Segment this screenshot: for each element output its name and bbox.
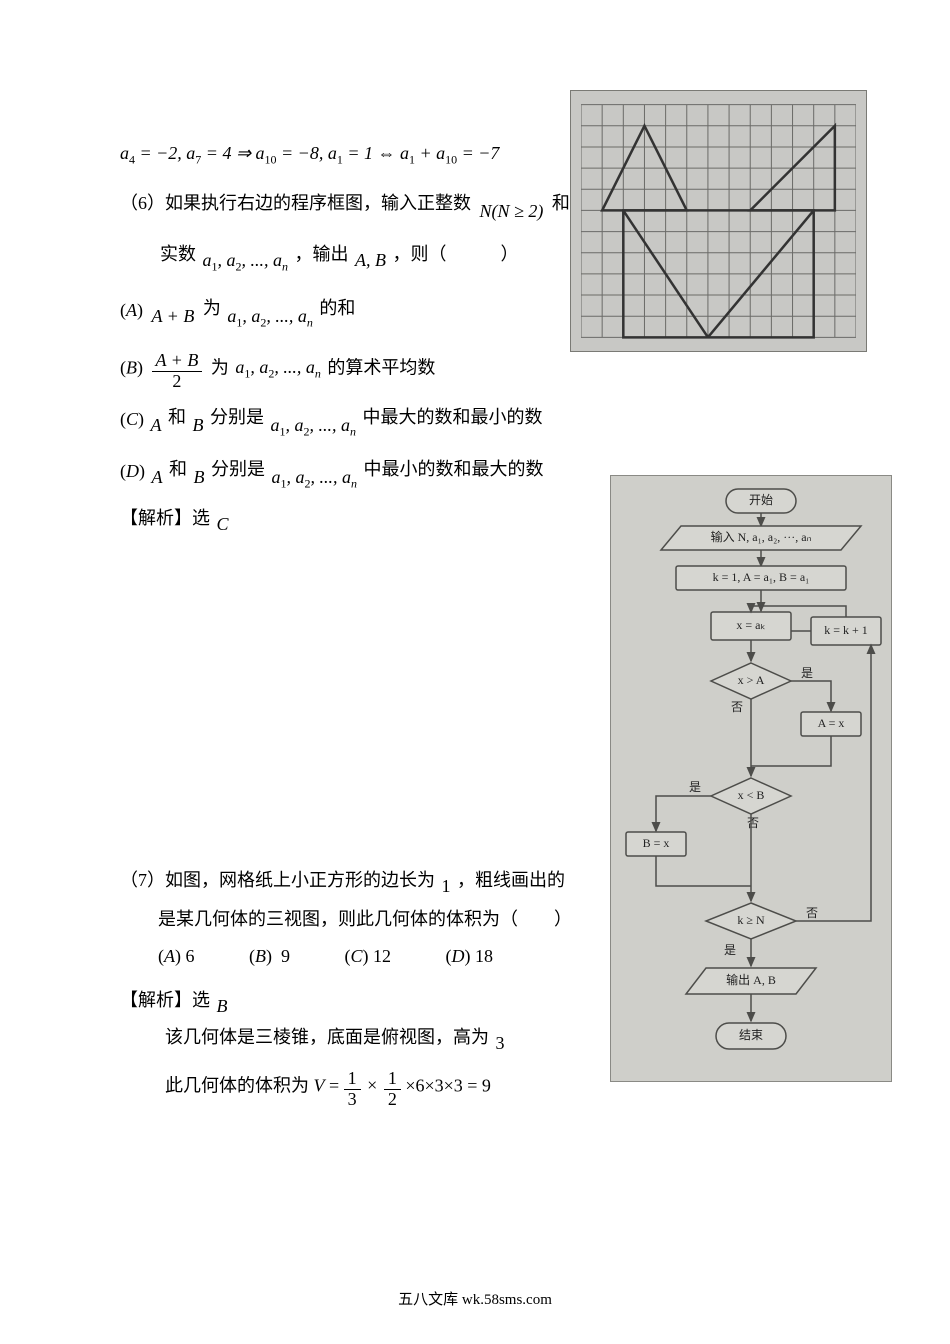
- q6-ans-letter: C: [215, 514, 229, 534]
- q6-prefix: （6）如果执行右边的程序框图，输入正整数: [120, 193, 471, 213]
- q7-times1: ×: [365, 1075, 379, 1095]
- flowchart-svg: 开始输入 N, a₁, a₂, ···, aₙ k = 1, A = a₁, B …: [611, 476, 891, 1081]
- optA-right: 的和: [319, 298, 355, 318]
- q6-answer: 【解析】选 C: [120, 504, 229, 530]
- q7-one: 1: [440, 876, 453, 896]
- q7-frac2-den: 2: [384, 1090, 401, 1110]
- svg-text:x < B: x < B: [738, 788, 765, 802]
- svg-text:k = 1, A = a₁, B = a₁: k = 1, A = a₁, B = a₁: [713, 570, 810, 584]
- optC-right: 中最大的数和最小的数: [363, 407, 543, 427]
- q6-option-a: (A) A + B 为 a1, a2, ..., an 的和: [120, 296, 355, 325]
- three-view-grid-figure: [570, 90, 867, 352]
- q7-stem-line1: （7）如图，网格纸上小正方形的边长为 1 ，粗线画出的: [120, 866, 565, 892]
- q6-line2d: ，则（ ）: [393, 244, 519, 264]
- svg-text:是: 是: [724, 943, 736, 957]
- svg-text:开始: 开始: [749, 493, 773, 507]
- q7-ans-letter: B: [215, 996, 228, 1016]
- q7-exp2a: 此几何体的体积为: [165, 1075, 309, 1095]
- eq-a-sequence: a4 = −2, a7 = 4 ⇒ a10 = −8, a1 = 1 ⇔ a1 …: [120, 143, 499, 168]
- q7-options: (A) 6 (B) 9 (C) 12 (D) 18: [158, 946, 493, 967]
- q7-explain-1: 该几何体是三棱锥，底面是俯视图，高为 3: [165, 1023, 505, 1049]
- q7-line1b: ，粗线画出的: [457, 870, 565, 890]
- svg-text:x = aₖ: x = aₖ: [736, 618, 765, 632]
- svg-text:结束: 结束: [739, 1028, 763, 1042]
- flowchart-figure: 开始输入 N, a₁, a₂, ···, aₙ k = 1, A = a₁, B …: [610, 475, 892, 1082]
- q7-exp1: 该几何体是三棱锥，底面是俯视图，高为: [165, 1027, 489, 1047]
- q6-stem-line1: （6）如果执行右边的程序框图，输入正整数 N(N ≥ 2) 和: [120, 189, 570, 215]
- optD-right: 中最小的数和最大的数: [364, 459, 544, 479]
- q7-exp1-val: 3: [494, 1033, 505, 1053]
- q7-stem-line2: 是某几何体的三视图，则此几何体的体积为（ ）: [158, 905, 572, 931]
- q7-tail: ×6×3×3 = 9: [405, 1075, 491, 1095]
- q6-option-b: (B) A + B 2 为 a1, a2, ..., an 的算术平均数: [120, 349, 435, 390]
- q7-frac2-num: 1: [384, 1069, 401, 1090]
- q6-option-c: (C) A 和 B 分别是 a1, a2, ..., an 中最大的数和最小的数: [120, 405, 543, 434]
- q6-cond: N(N ≥ 2): [476, 201, 548, 221]
- optB-mid: 为: [211, 357, 229, 377]
- svg-text:是: 是: [801, 666, 813, 680]
- q7-explain-2: 此几何体的体积为 V = 1 3 × 1 2 ×6×3×3 = 9: [165, 1067, 491, 1108]
- optC-mid2: 分别是: [210, 407, 264, 427]
- svg-text:否: 否: [731, 700, 743, 714]
- optA-mid: 为: [203, 298, 221, 318]
- q6-suffix: 和: [552, 193, 570, 213]
- svg-text:x > A: x > A: [738, 673, 765, 687]
- svg-text:输入 N, a₁, a₂, ···, aₙ: 输入 N, a₁, a₂, ···, aₙ: [711, 529, 812, 544]
- svg-text:输出 A, B: 输出 A, B: [726, 972, 776, 987]
- q6-seq1: a1, a2, ..., an: [201, 250, 291, 270]
- svg-text:否: 否: [747, 816, 759, 830]
- svg-text:A = x: A = x: [818, 716, 845, 730]
- optD-mid2: 分别是: [211, 459, 265, 479]
- svg-text:k ≥ N: k ≥ N: [737, 913, 765, 927]
- optB-right: 的算术平均数: [327, 357, 435, 377]
- svg-text:否: 否: [806, 906, 818, 920]
- q6-option-d: (D) A 和 B 分别是 a1, a2, ..., an 中最小的数和最大的数: [120, 457, 544, 486]
- q6-stem-line2: 实数 a1, a2, ..., an ，输出 A, B ，则（ ）: [160, 240, 519, 269]
- q6-ans-label: 【解析】选: [120, 508, 210, 528]
- optC-and1: 和: [168, 407, 186, 427]
- q7-frac1-num: 1: [344, 1069, 361, 1090]
- q7-answer: 【解析】选 B: [120, 986, 228, 1012]
- q7-line1: （7）如图，网格纸上小正方形的边长为: [120, 870, 435, 890]
- page-footer: 五八文库 wk.58sms.com: [0, 1288, 950, 1309]
- grid-svg: [581, 101, 856, 341]
- svg-text:是: 是: [689, 780, 701, 794]
- q6-line2c: A, B: [353, 250, 388, 270]
- optD-and: 和: [169, 459, 187, 479]
- q7-frac1-den: 3: [344, 1090, 361, 1110]
- svg-text:k = k + 1: k = k + 1: [824, 623, 868, 637]
- q6-line2a: 实数: [160, 244, 196, 264]
- q6-line2b: ，输出: [295, 244, 349, 264]
- q7-ans-label: 【解析】选: [120, 990, 210, 1010]
- svg-text:B = x: B = x: [643, 836, 670, 850]
